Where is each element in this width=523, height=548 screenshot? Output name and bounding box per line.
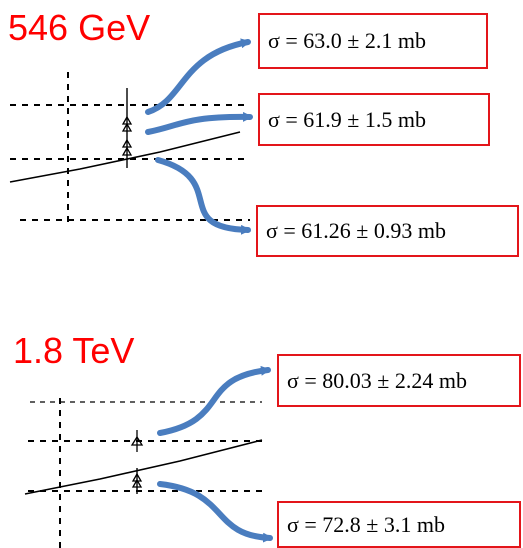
data-point-triangle xyxy=(121,146,133,156)
arrows-546gev xyxy=(145,38,253,235)
result-box-546-2: σ = 61.9 ± 1.5 mb xyxy=(258,93,490,146)
arrow-to-result-1 xyxy=(145,38,251,115)
arrow-to-result-3 xyxy=(155,157,251,235)
fit-curve xyxy=(24,439,263,495)
arrow-to-result-4 xyxy=(157,365,271,436)
plot-546gev xyxy=(9,72,250,222)
arrow-to-result-5 xyxy=(157,481,273,543)
result-box-546-3: σ = 61.26 ± 0.93 mb xyxy=(256,205,519,257)
plot-1p8tev xyxy=(24,398,263,548)
data-point-triangle xyxy=(121,122,133,132)
panel-1p8tev-label: 1.8 TeV xyxy=(13,330,135,371)
arrows-1p8tev xyxy=(157,365,273,543)
arrow-to-result-2 xyxy=(145,111,253,135)
result-box-546-1: σ = 63.0 ± 2.1 mb xyxy=(258,13,488,69)
data-point-triangle xyxy=(130,435,144,446)
result-box-1p8-1: σ = 80.03 ± 2.24 mb xyxy=(277,354,521,407)
panel-546gev-label: 546 GeV xyxy=(8,7,151,48)
fit-curve xyxy=(9,131,241,183)
result-box-1p8-2: σ = 72.8 ± 3.1 mb xyxy=(277,501,521,548)
data-point-triangle xyxy=(131,478,143,488)
